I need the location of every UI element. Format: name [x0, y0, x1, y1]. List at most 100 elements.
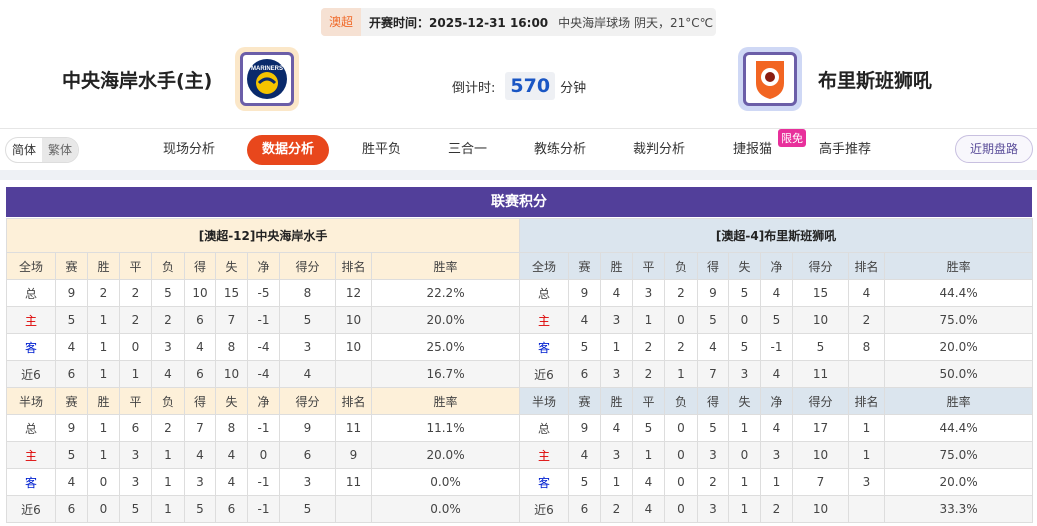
column-header: 胜: [600, 387, 633, 415]
tab-coach-analysis[interactable]: 教练分析: [534, 142, 587, 157]
table-cell: 0: [728, 441, 761, 469]
table-cell: 4: [697, 333, 729, 361]
table-cell: 50.0%: [883, 360, 1034, 388]
table-cell: 4: [55, 333, 88, 361]
table-cell: 3: [279, 468, 336, 496]
table-cell: 5: [568, 333, 601, 361]
home-team-logo[interactable]: MARINERS: [235, 47, 299, 111]
table-cell: 7: [184, 414, 216, 442]
table-cell: 4: [279, 360, 336, 388]
table-cell: 11: [335, 468, 372, 496]
column-header: 得: [184, 252, 216, 280]
table-cell: 22.2%: [370, 279, 521, 307]
table-cell: 4: [632, 495, 665, 523]
column-header: 赛: [568, 387, 601, 415]
table-row: 近6 6 3 2 1 7 3 4 11 50.0%: [519, 360, 1034, 388]
team-header: [澳超-12]中央海岸水手: [5, 218, 521, 253]
table-cell: 11: [792, 360, 849, 388]
table-cell: 2: [119, 306, 152, 334]
table-cell: 3: [151, 333, 185, 361]
home-team-name[interactable]: 中央海岸水手(主): [62, 70, 213, 92]
table-cell: 25.0%: [370, 333, 521, 361]
table-cell: 9: [335, 441, 372, 469]
table-cell: 2: [600, 495, 633, 523]
league-label[interactable]: 澳超: [321, 8, 362, 36]
tab-jiebaomao[interactable]: 捷报猫: [733, 142, 773, 157]
column-header: 净: [760, 252, 793, 280]
table-cell: 2: [664, 279, 698, 307]
table-cell: 4: [215, 468, 248, 496]
table-cell: 3: [600, 441, 633, 469]
table-cell: 44.4%: [883, 414, 1034, 442]
column-header: 得: [697, 387, 729, 415]
table-cell: 8: [215, 333, 248, 361]
away-team-logo[interactable]: [738, 47, 802, 111]
column-header: 平: [632, 387, 665, 415]
table-row: 主 5 1 3 1 4 4 0 6 9 20.0%: [6, 441, 521, 469]
column-header: 得分: [279, 252, 336, 280]
table-cell: 10: [792, 306, 849, 334]
table-row: 总 9 1 6 2 7 8 -1 9 11 11.1%: [6, 414, 521, 442]
recent-trend-button[interactable]: 近期盘路: [954, 135, 1033, 163]
table-row: 主 5 1 2 2 6 7 -1 5 10 20.0%: [6, 306, 521, 334]
table-cell: 5: [697, 414, 729, 442]
table-cell: 0: [664, 414, 698, 442]
table-cell: 6: [568, 360, 601, 388]
table-cell: [335, 360, 372, 388]
table-cell: 4: [184, 333, 216, 361]
table-cell: 主: [519, 441, 569, 469]
column-header: 赛: [55, 252, 88, 280]
table-cell: 5: [151, 279, 185, 307]
table-cell: 75.0%: [883, 306, 1034, 334]
table-cell: 1: [151, 468, 185, 496]
table-row: 总 9 4 3 2 9 5 4 15 4 44.4%: [519, 279, 1034, 307]
column-header: 排名: [848, 387, 885, 415]
table-cell: 1: [600, 333, 633, 361]
table-cell: 6: [568, 495, 601, 523]
column-header: 净: [247, 387, 280, 415]
table-cell: 10: [184, 279, 216, 307]
table-cell: 12: [335, 279, 372, 307]
table-cell: 3: [119, 441, 152, 469]
table-cell: 44.4%: [883, 279, 1034, 307]
table-cell: 8: [848, 333, 885, 361]
column-header: 负: [151, 387, 185, 415]
venue-weather: 中央海岸球场 阴天，21°C℃: [558, 15, 714, 30]
table-cell: 3: [728, 360, 761, 388]
table-cell: 主: [6, 306, 56, 334]
table-cell: 4: [632, 468, 665, 496]
away-team-name[interactable]: 布里斯班狮吼: [818, 70, 933, 92]
column-header: 失: [728, 387, 761, 415]
tab-expert-picks[interactable]: 高手推荐: [819, 142, 872, 157]
traditional-button[interactable]: 繁体: [42, 138, 79, 162]
tab-referee-analysis[interactable]: 裁判分析: [633, 142, 686, 157]
table-cell: 2: [697, 468, 729, 496]
table-cell: 近6: [519, 360, 569, 388]
tab-live-analysis[interactable]: 现场分析: [163, 142, 216, 157]
table-cell: 2: [760, 495, 793, 523]
tab-data-analysis[interactable]: 数据分析: [247, 135, 330, 165]
table-cell: 9: [55, 279, 88, 307]
table-cell: 0: [664, 441, 698, 469]
table-cell: 0: [119, 333, 152, 361]
simplified-button[interactable]: 简体: [12, 143, 37, 157]
table-cell: 1: [848, 414, 885, 442]
table-cell: 近6: [6, 360, 56, 388]
table-cell: 5: [792, 333, 849, 361]
table-cell: 7: [215, 306, 248, 334]
table-cell: 5: [697, 306, 729, 334]
table-row: 近6 6 1 1 4 6 10 -4 4 16.7%: [6, 360, 521, 388]
table-cell: 5: [55, 306, 88, 334]
table-cell: 0: [664, 468, 698, 496]
table-cell: 主: [6, 441, 56, 469]
table-cell: 2: [87, 279, 120, 307]
column-header: 得: [184, 387, 216, 415]
tab-win-draw-loss[interactable]: 胜平负: [362, 142, 402, 157]
column-header: 净: [760, 387, 793, 415]
column-header: 胜: [600, 252, 633, 280]
tab-three-in-one[interactable]: 三合一: [448, 142, 488, 157]
table-cell: 客: [519, 468, 569, 496]
roar-logo-icon: [756, 61, 784, 99]
column-header: 平: [119, 387, 152, 415]
table-cell: 1: [760, 468, 793, 496]
